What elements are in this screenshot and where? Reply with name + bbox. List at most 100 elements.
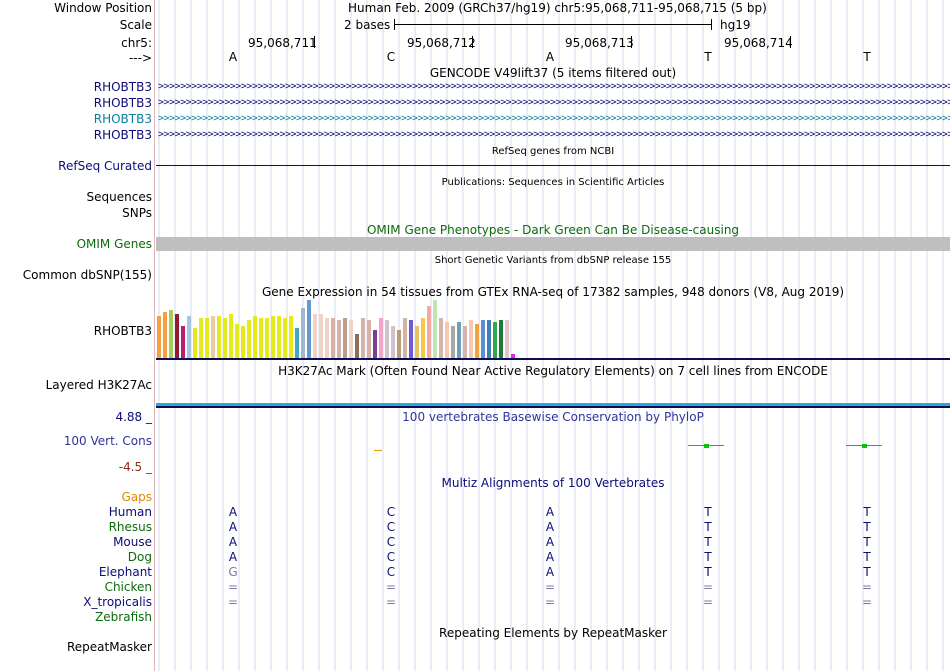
gencode-item-label[interactable]: RHOBTB3 [93, 80, 152, 94]
gtex-tissue-bar[interactable] [487, 320, 491, 358]
gtex-tissue-bar[interactable] [337, 320, 341, 358]
gtex-tissue-bar[interactable] [457, 322, 461, 358]
publications-label-sequences[interactable]: Sequences [86, 190, 152, 204]
gtex-tissue-bar[interactable] [439, 318, 443, 358]
repeatmasker-track-title[interactable]: Repeating Elements by RepeatMasker [439, 626, 667, 640]
gencode-transcript[interactable]: >>>>>>>>>>>>>>>>>>>>>>>>>>>>>>>>>>>>>>>>… [158, 113, 950, 124]
gtex-tissue-bar[interactable] [379, 318, 383, 358]
multiz-species-label[interactable]: Zebrafish [95, 610, 152, 624]
gtex-tissue-bar[interactable] [445, 322, 449, 358]
gtex-tissue-bar[interactable] [451, 326, 455, 358]
gtex-tissue-bar[interactable] [385, 320, 389, 358]
refseq-track-title[interactable]: RefSeq genes from NCBI [491, 146, 615, 157]
gtex-tissue-bar[interactable] [511, 354, 515, 358]
gtex-tissue-bar[interactable] [319, 314, 323, 358]
gtex-tissue-bar[interactable] [265, 318, 269, 358]
gtex-tissue-bar[interactable] [295, 328, 299, 358]
gencode-track-title[interactable]: GENCODE V49lift37 (5 items filtered out) [429, 66, 677, 80]
gtex-tissue-bar[interactable] [499, 320, 503, 358]
gtex-tissue-bar[interactable] [481, 320, 485, 358]
gtex-tissue-bar[interactable] [241, 326, 245, 358]
conservation-label[interactable]: 100 Vert. Cons [63, 434, 152, 448]
gtex-tissue-bar[interactable] [469, 320, 473, 358]
gtex-tissue-bar[interactable] [463, 326, 467, 358]
gtex-tissue-bar[interactable] [229, 314, 233, 358]
gtex-tissue-bar[interactable] [409, 320, 413, 358]
multiz-species-label[interactable]: Elephant [98, 565, 152, 579]
gtex-tissue-bar[interactable] [277, 316, 281, 358]
gtex-tissue-bar[interactable] [187, 316, 191, 358]
multiz-track-title[interactable]: Multiz Alignments of 100 Vertebrates [441, 476, 665, 490]
gtex-tissue-bar[interactable] [163, 312, 167, 358]
gtex-tissue-bar[interactable] [247, 320, 251, 358]
conservation-track-title[interactable]: 100 vertebrates Basewise Conservation by… [402, 410, 704, 424]
gtex-tissue-bar[interactable] [427, 306, 431, 358]
gtex-tissue-bar[interactable] [505, 320, 509, 358]
gtex-tissue-bar[interactable] [181, 326, 185, 358]
gtex-tissue-bar[interactable] [175, 314, 179, 358]
gtex-tissue-bar[interactable] [475, 324, 479, 358]
gtex-tissue-bar[interactable] [205, 318, 209, 358]
gtex-tissue-bar[interactable] [397, 330, 401, 358]
gtex-tissue-bar[interactable] [259, 318, 263, 358]
gtex-tissue-bar[interactable] [373, 330, 377, 358]
gencode-item-label[interactable]: RHOBTB3 [93, 96, 152, 110]
multiz-species-label[interactable]: Human [108, 505, 152, 519]
gtex-tissue-bar[interactable] [193, 328, 197, 358]
gencode-item-label[interactable]: RHOBTB3 [93, 112, 152, 126]
gtex-tissue-bar[interactable] [289, 316, 293, 358]
gtex-tissue-bar[interactable] [361, 318, 365, 358]
gencode-transcript[interactable]: >>>>>>>>>>>>>>>>>>>>>>>>>>>>>>>>>>>>>>>>… [158, 81, 950, 92]
gtex-tissue-bar[interactable] [355, 334, 359, 358]
gtex-tissue-bar[interactable] [169, 310, 173, 358]
multiz-species-label[interactable]: X_tropicalis [83, 595, 152, 609]
gtex-label[interactable]: RHOBTB3 [93, 324, 152, 338]
gtex-tissue-bar[interactable] [223, 318, 227, 358]
omim-track-title[interactable]: OMIM Gene Phenotypes - Dark Green Can Be… [366, 223, 740, 237]
multiz-species-label[interactable]: Chicken [104, 580, 152, 594]
gtex-tissue-bar[interactable] [331, 318, 335, 358]
gtex-tissue-bar[interactable] [349, 320, 353, 358]
publications-track-title[interactable]: Publications: Sequences in Scientific Ar… [441, 177, 665, 188]
gencode-item-label[interactable]: RHOBTB3 [93, 128, 152, 142]
gtex-tissue-bar[interactable] [415, 326, 419, 358]
multiz-species-label[interactable]: Rhesus [108, 520, 152, 534]
gtex-tissue-bar[interactable] [403, 318, 407, 358]
multiz-species-label[interactable]: Mouse [113, 535, 152, 549]
h3k27ac-track-title[interactable]: H3K27Ac Mark (Often Found Near Active Re… [278, 364, 828, 378]
gtex-tissue-bar[interactable] [199, 318, 203, 358]
gtex-tissue-bar[interactable] [391, 326, 395, 358]
gtex-tissue-bar[interactable] [421, 318, 425, 358]
gtex-tissue-bar[interactable] [367, 320, 371, 358]
multiz-gaps-label[interactable]: Gaps [121, 490, 152, 504]
refseq-label[interactable]: RefSeq Curated [58, 159, 152, 173]
multiz-species-label[interactable]: Dog [127, 550, 152, 564]
omim-label[interactable]: OMIM Genes [76, 237, 152, 251]
gtex-bar-chart[interactable] [156, 300, 536, 358]
dbsnp-label[interactable]: Common dbSNP(155) [22, 268, 152, 282]
gtex-tissue-bar[interactable] [211, 316, 215, 358]
gtex-tissue-bar[interactable] [157, 316, 161, 358]
gtex-track-title[interactable]: Gene Expression in 54 tissues from GTEx … [261, 285, 845, 299]
gtex-tissue-bar[interactable] [217, 316, 221, 358]
repeatmasker-label[interactable]: RepeatMasker [66, 640, 152, 654]
gencode-transcript[interactable]: >>>>>>>>>>>>>>>>>>>>>>>>>>>>>>>>>>>>>>>>… [158, 97, 950, 108]
gtex-tissue-bar[interactable] [235, 324, 239, 358]
gtex-tissue-bar[interactable] [253, 316, 257, 358]
gtex-tissue-bar[interactable] [301, 308, 305, 358]
gtex-tissue-bar[interactable] [493, 322, 497, 358]
gtex-tissue-bar[interactable] [343, 318, 347, 358]
ref-base: T [704, 50, 712, 64]
gencode-transcript[interactable]: >>>>>>>>>>>>>>>>>>>>>>>>>>>>>>>>>>>>>>>>… [158, 129, 950, 140]
gtex-tissue-bar[interactable] [313, 314, 317, 358]
gtex-tissue-bar[interactable] [283, 318, 287, 358]
dbsnp-track-title[interactable]: Short Genetic Variants from dbSNP releas… [434, 255, 672, 266]
omim-gene-bar[interactable] [156, 237, 950, 251]
publications-label-snps[interactable]: SNPs [122, 206, 152, 220]
gtex-tissue-bar[interactable] [433, 300, 437, 358]
gtex-tissue-bar[interactable] [325, 318, 329, 358]
gtex-tissue-bar[interactable] [271, 316, 275, 358]
gtex-tissue-bar[interactable] [307, 300, 311, 358]
refseq-gene-line[interactable] [156, 165, 950, 166]
h3k27ac-label[interactable]: Layered H3K27Ac [45, 378, 152, 392]
